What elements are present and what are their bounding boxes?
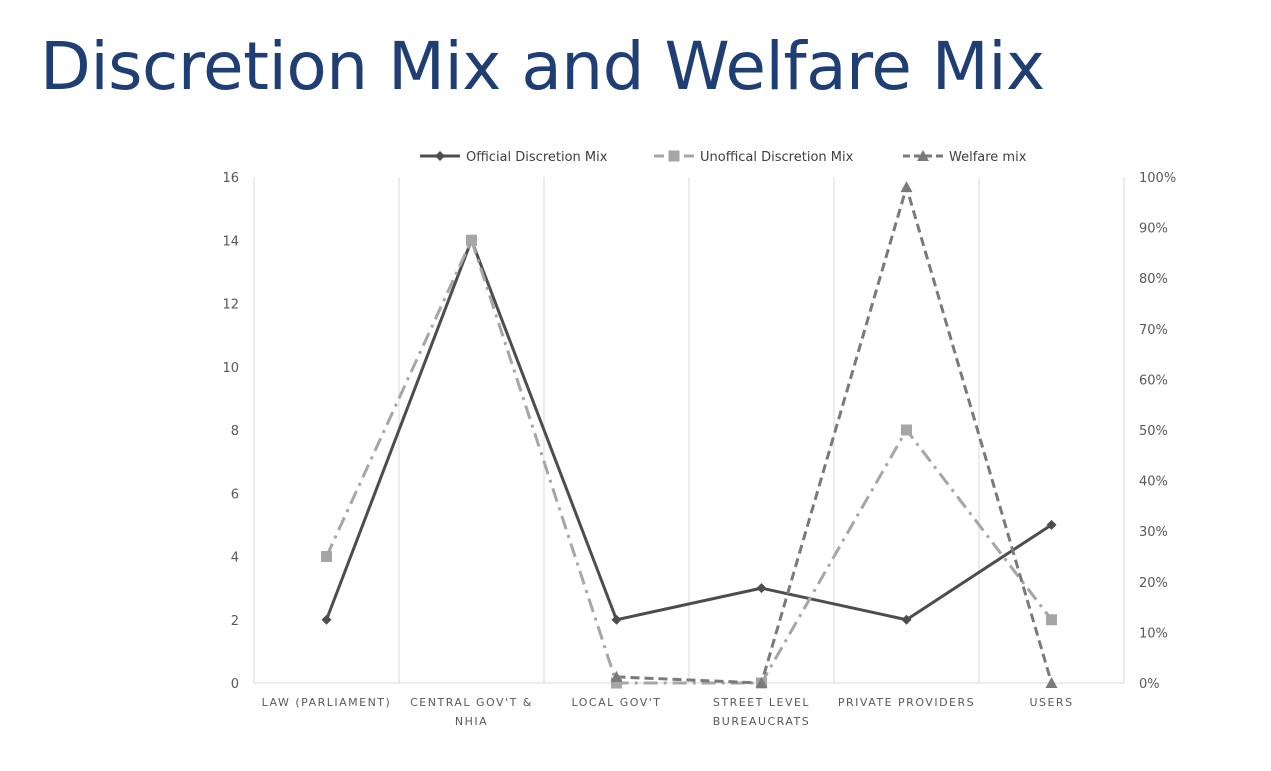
data-point (1045, 677, 1058, 688)
data-point (611, 614, 622, 625)
series-line (325, 238, 1053, 622)
y2-tick-label: 10% (1139, 626, 1168, 641)
y2-axis-labels: 0% 10% 20% 30% 40% 50% 60% 70% 80% 90% 100% (1139, 171, 1176, 692)
x-tick-label: NHIA (455, 715, 488, 728)
y2-tick-label: 70% (1139, 323, 1168, 338)
x-tick-label: LAW (PARLIAMENT) (262, 696, 392, 709)
chart-gridlines (398, 177, 980, 683)
x-tick-label: CENTRAL GOV'T & (410, 696, 533, 709)
y2-tick-label: 80% (1139, 272, 1168, 287)
y2-tick-label: 20% (1139, 576, 1168, 591)
series-lines (325, 185, 1053, 685)
y2-tick-label: 90% (1139, 222, 1168, 237)
legend-label: Unoffical Discretion Mix (700, 150, 854, 165)
legend-marker (917, 150, 929, 161)
y2-tick-label: 30% (1139, 525, 1168, 540)
y-axis-labels: 0 2 4 6 8 10 12 14 16 (222, 171, 239, 692)
data-point (756, 583, 767, 594)
y2-tick-label: 40% (1139, 475, 1168, 490)
data-point (901, 424, 912, 436)
data-point (755, 677, 768, 688)
data-point (1046, 519, 1057, 530)
y-tick-label: 6 (231, 487, 239, 502)
data-point (610, 670, 623, 682)
y-tick-label: 8 (231, 424, 239, 439)
y-tick-label: 10 (222, 361, 239, 376)
y-tick-label: 16 (222, 171, 239, 186)
x-tick-label: USERS (1029, 696, 1073, 709)
data-point (900, 181, 913, 193)
chart-legend: Official Discretion Mix Unoffical Discret… (420, 150, 1027, 165)
y-tick-label: 0 (231, 677, 239, 692)
y2-tick-label: 60% (1139, 373, 1168, 388)
data-point (901, 614, 912, 625)
x-tick-label: LOCAL GOV'T (572, 696, 662, 709)
legend-label: Welfare mix (949, 150, 1027, 165)
y2-tick-label: 100% (1139, 171, 1176, 186)
x-axis-labels: LAW (PARLIAMENT) CENTRAL GOV'T & NHIA LOCAL… (262, 696, 1073, 728)
y-tick-label: 14 (222, 234, 239, 249)
y-tick-label: 12 (222, 298, 239, 313)
x-tick-label: PRIVATE PROVIDERS (838, 696, 975, 709)
series-line (616, 185, 1053, 685)
x-tick-label: STREET LEVEL (713, 696, 810, 709)
data-point (321, 614, 332, 625)
y2-tick-label: 0% (1139, 677, 1160, 692)
data-point (321, 551, 332, 562)
y-tick-label: 4 (231, 551, 239, 566)
data-point (611, 677, 622, 689)
legend-marker (435, 151, 445, 161)
page-title: Discretion Mix and Welfare Mix (40, 28, 1045, 105)
data-point (466, 234, 477, 246)
y2-tick-label: 50% (1139, 424, 1168, 439)
data-point (1046, 614, 1057, 626)
y-tick-label: 2 (231, 614, 239, 629)
x-tick-label: BUREAUCRATS (713, 715, 811, 728)
legend-label: Official Discretion Mix (466, 150, 608, 165)
series-markers (321, 181, 1058, 689)
chart-axes (253, 177, 1125, 684)
legend-marker (668, 150, 680, 162)
